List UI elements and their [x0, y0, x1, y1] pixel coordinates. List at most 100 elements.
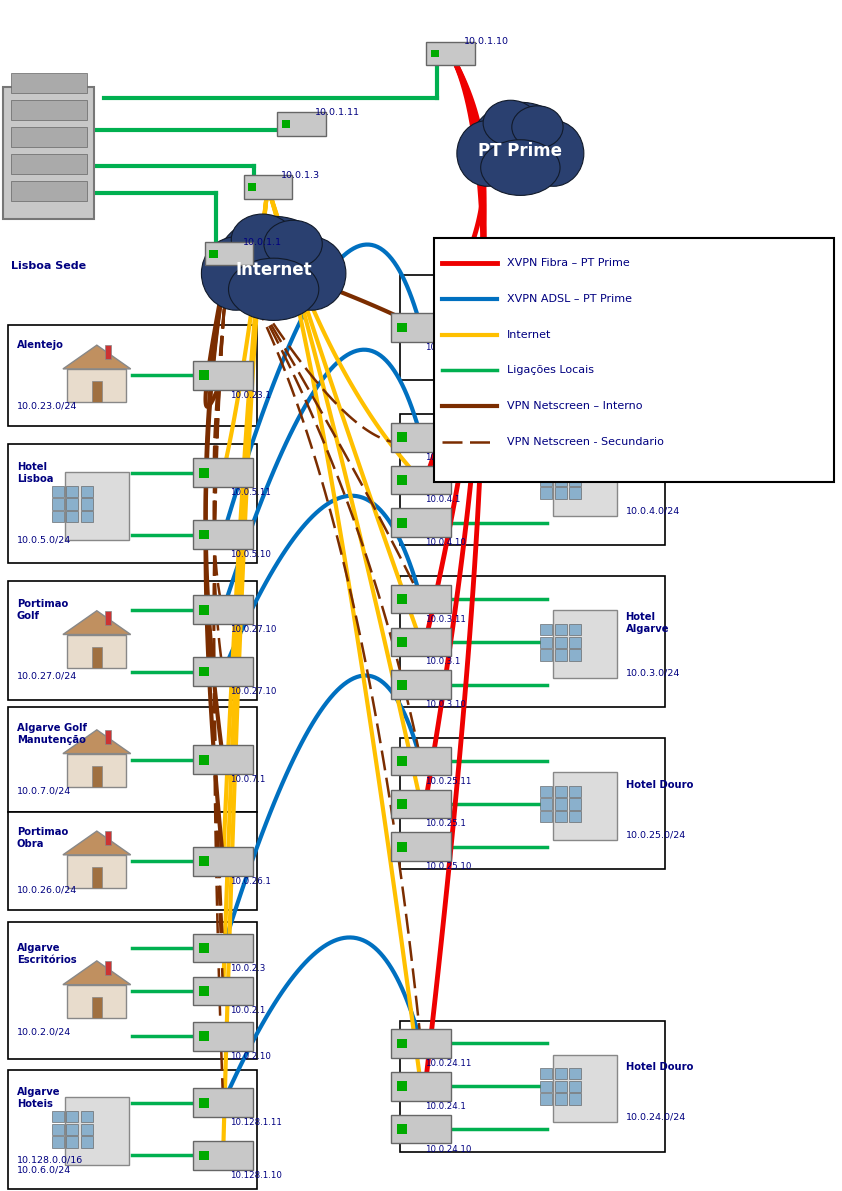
Bar — [392, 313, 450, 342]
Bar — [205, 242, 253, 266]
Polygon shape — [105, 831, 111, 846]
Bar — [81, 1136, 93, 1148]
Polygon shape — [105, 730, 111, 744]
Polygon shape — [3, 87, 94, 219]
Bar — [426, 42, 475, 66]
Bar — [400, 414, 665, 545]
Polygon shape — [105, 611, 111, 625]
Text: Hotel
Algarve: Hotel Algarve — [626, 612, 669, 634]
Bar — [400, 576, 665, 707]
Bar — [81, 486, 93, 497]
Bar — [392, 628, 450, 656]
Text: Hotel
Madeira: Hotel Madeira — [626, 450, 671, 472]
Bar — [199, 1098, 209, 1108]
Bar — [541, 1068, 552, 1079]
Text: 10.0.23.0/24: 10.0.23.0/24 — [17, 401, 77, 410]
Bar — [11, 73, 87, 93]
Text: 10.128.1.11: 10.128.1.11 — [230, 1118, 282, 1128]
Bar — [392, 671, 450, 699]
Bar — [92, 766, 102, 787]
Polygon shape — [105, 345, 111, 360]
Text: 10.0.25.10: 10.0.25.10 — [425, 862, 472, 872]
Bar — [397, 637, 407, 647]
Bar — [569, 487, 581, 499]
Bar — [392, 585, 450, 613]
Bar — [92, 647, 102, 668]
Text: 10.128.1.10: 10.128.1.10 — [230, 1171, 282, 1180]
Bar — [8, 1070, 257, 1189]
Text: VPN Netscreen - Secundario: VPN Netscreen - Secundario — [507, 437, 663, 447]
Ellipse shape — [228, 258, 319, 320]
Bar — [194, 934, 253, 962]
Bar — [569, 786, 581, 797]
Bar — [555, 487, 567, 499]
Bar — [8, 707, 257, 812]
Ellipse shape — [201, 237, 271, 310]
Bar — [67, 498, 78, 510]
Polygon shape — [63, 961, 131, 985]
Text: Internet: Internet — [235, 261, 312, 280]
Bar — [194, 847, 253, 875]
Bar — [555, 624, 567, 635]
Bar — [8, 922, 257, 1060]
Text: 10.0.27.10: 10.0.27.10 — [230, 687, 276, 697]
Bar — [555, 1093, 567, 1105]
Bar — [569, 1068, 581, 1079]
Text: 10.0.4.10: 10.0.4.10 — [425, 538, 466, 548]
Bar — [52, 1136, 64, 1148]
Bar — [397, 475, 407, 485]
Bar — [392, 747, 450, 775]
Bar — [569, 624, 581, 635]
Text: 10.0.3.1: 10.0.3.1 — [425, 657, 461, 667]
Text: Ginásio Lisboa: Ginásio Lisboa — [626, 304, 707, 313]
Text: 10.0.23.1: 10.0.23.1 — [230, 391, 271, 400]
Text: 10.0.1.3: 10.0.1.3 — [281, 170, 320, 180]
Ellipse shape — [523, 120, 584, 186]
Text: Hotel Douro: Hotel Douro — [626, 1062, 693, 1072]
Text: XVPN ADSL – PT Prime: XVPN ADSL – PT Prime — [507, 294, 632, 304]
Bar — [555, 649, 567, 661]
Text: 10.0.25.0/24: 10.0.25.0/24 — [626, 830, 686, 840]
Bar — [555, 462, 567, 473]
Text: 10.0.25.11: 10.0.25.11 — [425, 777, 472, 786]
Bar — [569, 462, 581, 473]
Bar — [81, 1111, 93, 1122]
Polygon shape — [553, 1054, 617, 1122]
Bar — [199, 1031, 209, 1041]
Polygon shape — [63, 345, 131, 369]
Bar — [555, 474, 567, 486]
Bar — [541, 798, 552, 810]
Bar — [81, 498, 93, 510]
Bar — [11, 100, 87, 120]
Bar — [397, 594, 407, 604]
Bar — [8, 812, 257, 910]
Text: 10.0.26.1: 10.0.26.1 — [230, 877, 271, 886]
Ellipse shape — [512, 106, 563, 149]
Text: 10.0.1.1: 10.0.1.1 — [242, 237, 281, 247]
Bar — [397, 518, 407, 528]
Text: 10.0.27.0/24: 10.0.27.0/24 — [17, 672, 77, 681]
Bar — [434, 238, 834, 482]
Bar — [397, 323, 407, 332]
Bar — [541, 487, 552, 499]
Text: 10.0.24.0/24: 10.0.24.0/24 — [626, 1112, 686, 1122]
Polygon shape — [67, 985, 126, 1018]
Polygon shape — [67, 369, 126, 403]
Bar — [397, 799, 407, 809]
Bar — [194, 361, 253, 389]
Bar — [199, 986, 209, 996]
Bar — [555, 798, 567, 810]
Text: 10.128.0.0/16
10.0.6.0/24: 10.128.0.0/16 10.0.6.0/24 — [17, 1155, 83, 1174]
Bar — [67, 1136, 78, 1148]
Bar — [199, 667, 209, 676]
Text: Hotel Douro: Hotel Douro — [626, 780, 693, 790]
Bar — [392, 423, 450, 451]
Bar — [541, 462, 552, 473]
Bar — [392, 1029, 450, 1058]
Bar — [569, 636, 581, 648]
Bar — [67, 511, 78, 523]
Polygon shape — [63, 730, 131, 754]
Polygon shape — [105, 961, 111, 975]
Text: 10.0.27.10: 10.0.27.10 — [230, 625, 276, 635]
Bar — [199, 856, 209, 866]
